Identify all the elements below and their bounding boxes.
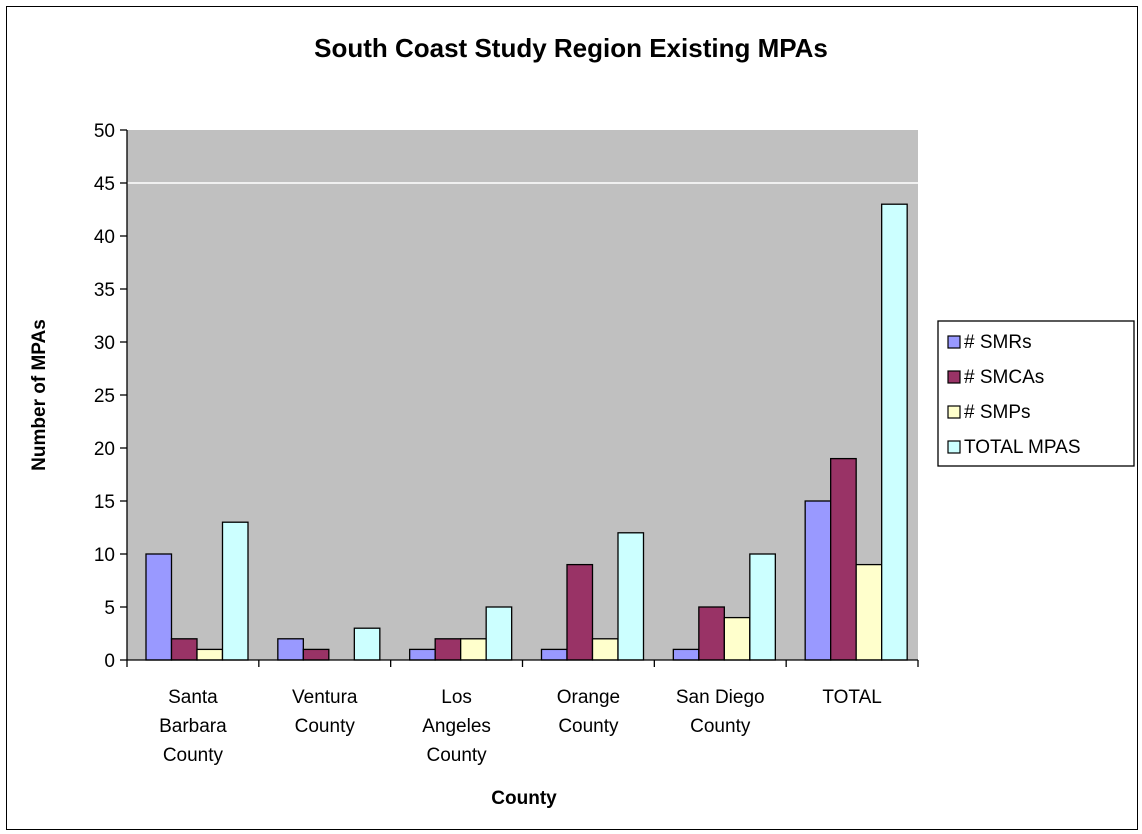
legend-swatch [947, 335, 961, 349]
legend-swatch [947, 370, 961, 384]
bar-smrs-3 [540, 648, 568, 661]
bar-smps-2 [460, 638, 487, 661]
y-tick-label: 0 [104, 651, 115, 672]
bar-smps-4 [723, 616, 751, 661]
y-tick-label: 30 [94, 333, 115, 354]
bar-total-mpas-1 [353, 627, 381, 661]
bar-smcas-5 [830, 457, 857, 661]
y-tick-label: 5 [104, 598, 115, 619]
bar-total-mpas-3 [617, 532, 645, 661]
y-axis-title: Number of MPAs [29, 319, 50, 471]
bar-total-mpas-0 [221, 521, 249, 661]
y-tick-label: 15 [94, 492, 115, 513]
bar-smrs-5 [804, 500, 832, 661]
bar-smps-5 [855, 563, 883, 661]
bar-smrs-2 [409, 648, 436, 661]
legend-label: TOTAL MPAS [964, 437, 1081, 458]
x-tick-label: Los Angeles County [422, 687, 491, 766]
y-tick-label: 45 [94, 174, 115, 195]
y-tick-label: 35 [94, 280, 115, 301]
bar-total-mpas-5 [881, 203, 908, 661]
bar-smcas-2 [434, 638, 462, 661]
plot-area: 0 5 10 15 20 25 30 35 40 45 50 Santa Barbara County Ve… [94, 121, 919, 766]
y-tick-label: 25 [94, 386, 115, 407]
x-axis-title: County [491, 788, 557, 809]
bar-total-mpas-4 [749, 553, 776, 661]
y-tick-label: 50 [94, 121, 115, 142]
bar-smps-3 [591, 638, 619, 661]
plot-background [127, 130, 918, 660]
bar-smcas-1 [302, 648, 330, 661]
y-tick-label: 40 [94, 227, 115, 248]
bar-smps-0 [196, 648, 224, 661]
x-tick-label: Santa Barbara County [159, 687, 227, 766]
bar-total-mpas-2 [485, 606, 513, 661]
bar-smrs-1 [277, 638, 304, 661]
bar-smcas-3 [566, 563, 594, 661]
legend-label: # SMCAs [964, 367, 1044, 388]
legend-swatch [947, 440, 961, 454]
bar-smcas-0 [170, 638, 198, 661]
bar-smcas-4 [698, 606, 725, 661]
x-tick-label: San Diego County [676, 687, 765, 737]
x-tick-label: Orange County [557, 687, 620, 737]
legend-label: # SMRs [964, 332, 1032, 353]
legend-label: # SMPs [964, 402, 1031, 423]
chart-title: South Coast Study Region Existing MPAs [314, 33, 828, 63]
x-tick-label: Ventura County [292, 687, 358, 737]
bar-smrs-0 [145, 553, 173, 661]
legend: # SMRs # SMCAs # SMPs TOTAL MPAS [937, 320, 1135, 467]
bar-smrs-4 [672, 648, 700, 661]
legend-swatch [947, 405, 961, 419]
x-tick-label: TOTAL [822, 687, 881, 708]
legend-box [937, 320, 1135, 467]
y-tick-label: 10 [94, 545, 115, 566]
y-tick-label: 20 [94, 439, 115, 460]
